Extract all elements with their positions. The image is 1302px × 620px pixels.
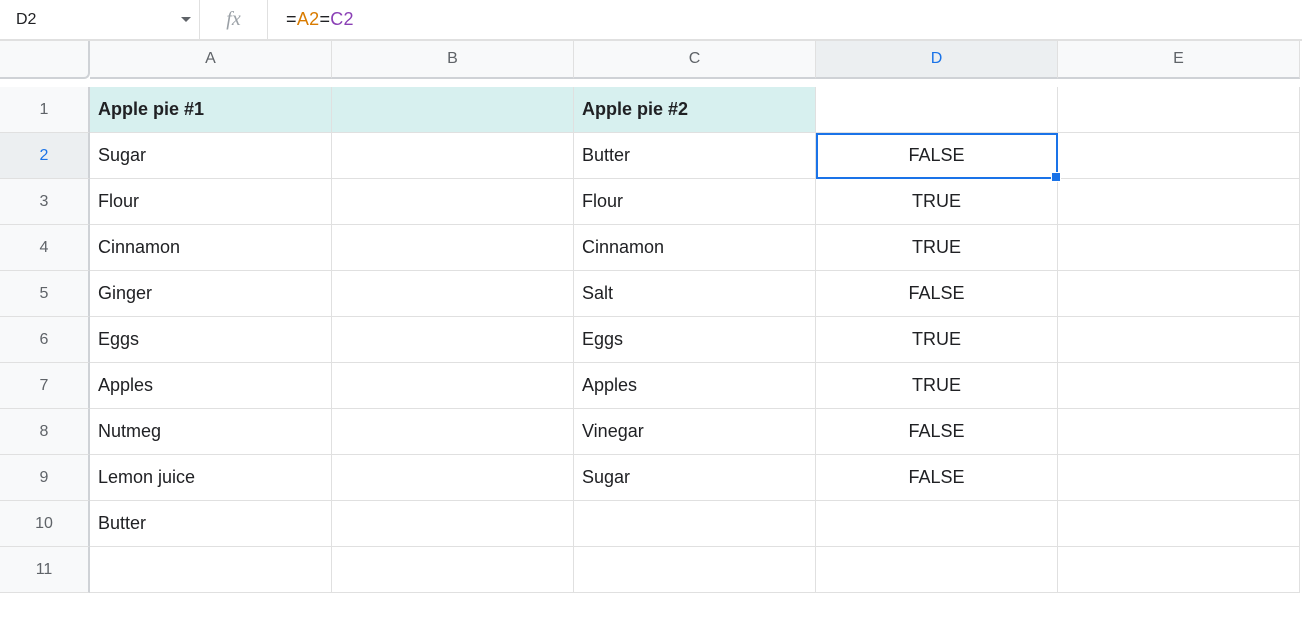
cell-A9[interactable]: Lemon juice xyxy=(90,455,332,501)
cell-B6[interactable] xyxy=(332,317,574,363)
cell-E11[interactable] xyxy=(1058,547,1300,593)
cell-D11[interactable] xyxy=(816,547,1058,593)
cell-E5[interactable] xyxy=(1058,271,1300,317)
cell-B8[interactable] xyxy=(332,409,574,455)
cell-B4[interactable] xyxy=(332,225,574,271)
spreadsheet-grid[interactable]: A B C D E 1 Apple pie #1 Apple pie #2 2 … xyxy=(0,40,1302,593)
cell-D8[interactable]: FALSE xyxy=(816,409,1058,455)
cell-D5[interactable]: FALSE xyxy=(816,271,1058,317)
cell-E4[interactable] xyxy=(1058,225,1300,271)
cell-A1[interactable]: Apple pie #1 xyxy=(90,87,332,133)
cell-B7[interactable] xyxy=(332,363,574,409)
cell-C11[interactable] xyxy=(574,547,816,593)
cell-C9[interactable]: Sugar xyxy=(574,455,816,501)
row-header-7[interactable]: 7 xyxy=(0,363,90,409)
cell-D1[interactable] xyxy=(816,87,1058,133)
formula-input[interactable]: =A2=C2 xyxy=(268,9,1302,30)
cell-C6[interactable]: Eggs xyxy=(574,317,816,363)
cell-B3[interactable] xyxy=(332,179,574,225)
row-header-9[interactable]: 9 xyxy=(0,455,90,501)
row-header-11[interactable]: 11 xyxy=(0,547,90,593)
cell-C7[interactable]: Apples xyxy=(574,363,816,409)
cell-D6[interactable]: TRUE xyxy=(816,317,1058,363)
cell-C10[interactable] xyxy=(574,501,816,547)
row-header-8[interactable]: 8 xyxy=(0,409,90,455)
cell-B5[interactable] xyxy=(332,271,574,317)
select-all-corner[interactable] xyxy=(0,41,90,79)
cell-D10[interactable] xyxy=(816,501,1058,547)
name-box-wrap: D2 xyxy=(0,0,200,39)
cell-A8[interactable]: Nutmeg xyxy=(90,409,332,455)
cell-B10[interactable] xyxy=(332,501,574,547)
cell-E10[interactable] xyxy=(1058,501,1300,547)
cell-C4[interactable]: Cinnamon xyxy=(574,225,816,271)
cell-A5[interactable]: Ginger xyxy=(90,271,332,317)
row-header-6[interactable]: 6 xyxy=(0,317,90,363)
formula-eq1: = xyxy=(286,9,297,29)
cell-B2[interactable] xyxy=(332,133,574,179)
fx-label-wrap: fx xyxy=(200,0,268,39)
cell-D2[interactable]: FALSE xyxy=(816,133,1058,179)
cell-D4[interactable]: TRUE xyxy=(816,225,1058,271)
row-header-3[interactable]: 3 xyxy=(0,179,90,225)
cell-E2[interactable] xyxy=(1058,133,1300,179)
cell-A10[interactable]: Butter xyxy=(90,501,332,547)
cell-B11[interactable] xyxy=(332,547,574,593)
row-header-5[interactable]: 5 xyxy=(0,271,90,317)
cell-A2[interactable]: Sugar xyxy=(90,133,332,179)
formula-ref2: C2 xyxy=(330,9,354,29)
cell-E9[interactable] xyxy=(1058,455,1300,501)
col-header-D[interactable]: D xyxy=(816,41,1058,79)
cell-A6[interactable]: Eggs xyxy=(90,317,332,363)
col-header-A[interactable]: A xyxy=(90,41,332,79)
cell-D7[interactable]: TRUE xyxy=(816,363,1058,409)
cell-C3[interactable]: Flour xyxy=(574,179,816,225)
name-box[interactable]: D2 xyxy=(10,7,177,33)
cell-E8[interactable] xyxy=(1058,409,1300,455)
cell-B1[interactable] xyxy=(332,87,574,133)
cell-E3[interactable] xyxy=(1058,179,1300,225)
fx-icon: fx xyxy=(226,8,240,31)
cell-C8[interactable]: Vinegar xyxy=(574,409,816,455)
cell-E6[interactable] xyxy=(1058,317,1300,363)
col-header-B[interactable]: B xyxy=(332,41,574,79)
row-header-2[interactable]: 2 xyxy=(0,133,90,179)
formula-bar: D2 fx =A2=C2 xyxy=(0,0,1302,40)
col-header-C[interactable]: C xyxy=(574,41,816,79)
cell-E7[interactable] xyxy=(1058,363,1300,409)
row-header-10[interactable]: 10 xyxy=(0,501,90,547)
formula-eq2: = xyxy=(319,9,330,29)
cell-A4[interactable]: Cinnamon xyxy=(90,225,332,271)
cell-C2[interactable]: Butter xyxy=(574,133,816,179)
row-header-4[interactable]: 4 xyxy=(0,225,90,271)
cell-D3[interactable]: TRUE xyxy=(816,179,1058,225)
cell-A11[interactable] xyxy=(90,547,332,593)
name-box-dropdown-icon[interactable] xyxy=(181,17,191,22)
col-header-E[interactable]: E xyxy=(1058,41,1300,79)
cell-A7[interactable]: Apples xyxy=(90,363,332,409)
cell-C1[interactable]: Apple pie #2 xyxy=(574,87,816,133)
cell-C5[interactable]: Salt xyxy=(574,271,816,317)
formula-ref1: A2 xyxy=(297,9,320,29)
cell-E1[interactable] xyxy=(1058,87,1300,133)
row-header-1[interactable]: 1 xyxy=(0,87,90,133)
cell-A3[interactable]: Flour xyxy=(90,179,332,225)
cell-D9[interactable]: FALSE xyxy=(816,455,1058,501)
cell-B9[interactable] xyxy=(332,455,574,501)
